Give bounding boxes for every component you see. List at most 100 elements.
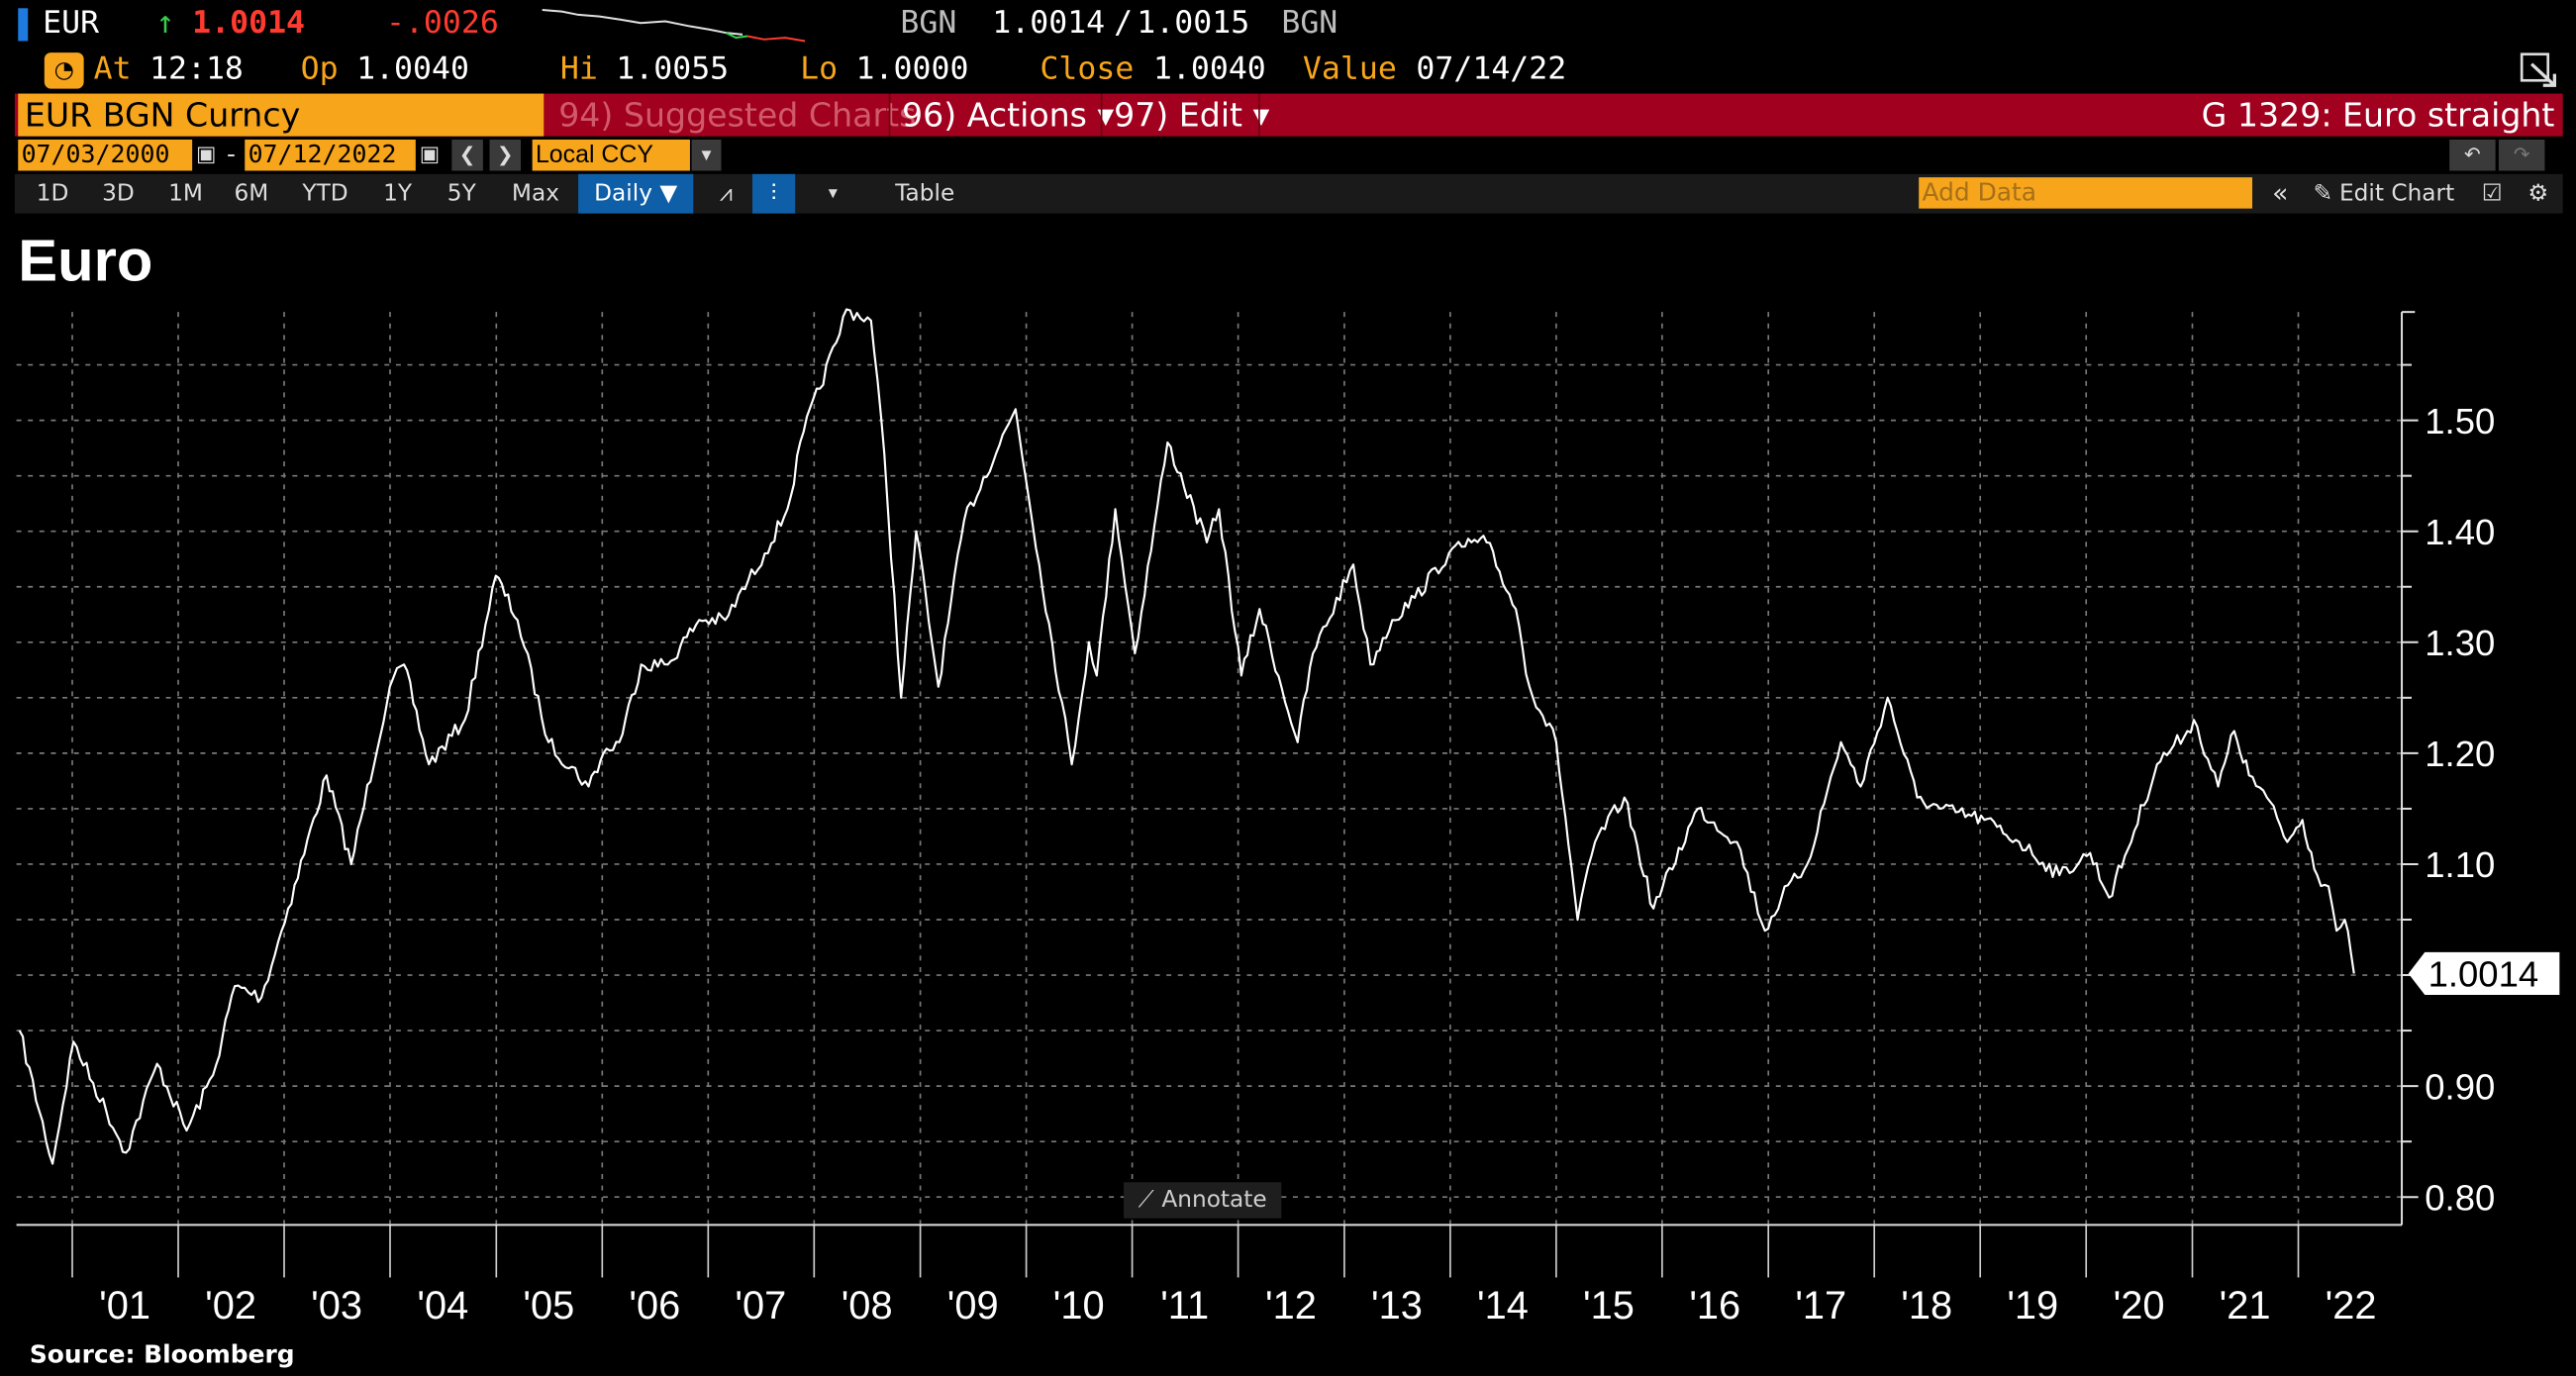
period-max-button[interactable]: Max (511, 180, 559, 207)
start-date-field[interactable]: 07/03/2000 (18, 139, 193, 171)
y-tick-label: 1.10 (2425, 844, 2495, 885)
period-1d-button[interactable]: 1D (36, 180, 69, 207)
x-tick-label: '06 (629, 1284, 680, 1327)
x-tick-label: '17 (1795, 1284, 1846, 1327)
x-tick-label: '11 (1160, 1284, 1209, 1327)
bid-ask-separator: / (1114, 4, 1134, 42)
ask-price: 1.0015 (1137, 4, 1250, 42)
x-tick-label: '15 (1583, 1284, 1635, 1327)
value-label: Value (1302, 50, 1397, 87)
gear-icon[interactable]: ⚙ (2527, 180, 2549, 207)
menu-divider (888, 93, 891, 137)
bid-source: BGN (900, 4, 957, 42)
up-arrow-icon: ↑ (155, 4, 175, 42)
menu-divider (1258, 93, 1260, 137)
low-label: Lo (800, 50, 839, 87)
low-value: 1.0000 (855, 50, 969, 87)
collapse-icon[interactable]: « (2272, 177, 2289, 209)
intraday-sparkline (542, 8, 806, 43)
at-label: At (93, 50, 132, 87)
calendar-icon[interactable]: ▣ (196, 143, 217, 168)
edit-menu[interactable]: 97) Edit ▾ (1114, 95, 1270, 136)
calendar-icon[interactable]: ▣ (419, 143, 441, 168)
undo-icon[interactable]: ↶ (2449, 139, 2496, 171)
y-tick-label: 0.80 (2425, 1177, 2495, 1218)
x-tick-label: '10 (1053, 1284, 1105, 1327)
annotate-label: Annotate (1161, 1187, 1267, 1214)
period-5y-button[interactable]: 5Y (446, 180, 476, 207)
open-label: Op (300, 50, 339, 87)
open-value: 1.0040 (356, 50, 469, 87)
pencil-icon[interactable]: ✎ (2313, 180, 2333, 207)
close-value: 1.0040 (1152, 50, 1266, 87)
y-tick-label: 0.90 (2425, 1066, 2495, 1107)
period-1m-button[interactable]: 1M (168, 180, 203, 207)
chevron-left-icon[interactable]: ❮ (451, 139, 483, 171)
x-tick-label: '09 (947, 1284, 999, 1327)
value-date: 07/14/22 (1416, 50, 1567, 87)
pop-out-icon[interactable] (2517, 49, 2559, 89)
speedometer-icon[interactable]: ◔ (44, 52, 84, 89)
last-price: 1.0014 (192, 4, 306, 42)
add-data-input[interactable]: Add Data (1919, 177, 2253, 209)
line-chart-icon[interactable]: ⩘ (719, 180, 734, 207)
end-date-field[interactable]: 07/12/2022 (245, 139, 416, 171)
x-tick-label: '05 (523, 1284, 574, 1327)
x-tick-label: '02 (205, 1284, 256, 1327)
y-tick-label: 1.20 (2425, 734, 2495, 774)
ticker[interactable]: EUR (43, 4, 100, 42)
annotate-button[interactable]: ⟋ Annotate (1124, 1182, 1282, 1219)
period-1y-button[interactable]: 1Y (383, 180, 413, 207)
edit-chart-button[interactable]: Edit Chart (2338, 180, 2455, 207)
security-field[interactable]: EUR BGN Curncy (18, 93, 545, 137)
x-tick-label: '07 (735, 1284, 786, 1327)
security-color-marker (18, 8, 29, 42)
redo-icon[interactable]: ↷ (2498, 139, 2545, 171)
y-tick-label: 1.30 (2425, 623, 2495, 663)
x-tick-label: '14 (1477, 1284, 1529, 1327)
net-change: -.0026 (385, 4, 499, 42)
at-value: 12:18 (149, 50, 244, 87)
period-3d-button[interactable]: 3D (102, 180, 135, 207)
x-tick-label: '01 (99, 1284, 150, 1327)
x-tick-label: '03 (311, 1284, 362, 1327)
annotate-icon: ⟋ (1138, 1187, 1162, 1214)
date-dash: - (226, 139, 236, 169)
table-button[interactable]: Table (895, 180, 955, 207)
bid-price: 1.0014 (992, 4, 1106, 42)
close-label: Close (1040, 50, 1135, 87)
suggested-charts-menu[interactable]: 94) Suggested Charts (558, 95, 917, 136)
x-tick-label: '20 (2114, 1284, 2165, 1327)
y-tick-label: 1.40 (2425, 512, 2495, 552)
menu-divider (1100, 93, 1103, 137)
edit-note-icon[interactable]: ☑ (2481, 180, 2503, 207)
x-tick-label: '12 (1265, 1284, 1317, 1327)
y-tick-label: 1.50 (2425, 401, 2495, 442)
high-label: Hi (559, 50, 598, 87)
period-6m-button[interactable]: 6M (234, 180, 269, 207)
x-tick-label: '22 (2326, 1284, 2377, 1327)
x-tick-label: '13 (1371, 1284, 1423, 1327)
x-tick-label: '04 (417, 1284, 468, 1327)
x-tick-label: '16 (1689, 1284, 1740, 1327)
source-note: Source: Bloomberg (29, 1339, 295, 1370)
page-title: G 1329: Euro straight (2201, 95, 2555, 136)
high-value: 1.0055 (616, 50, 730, 87)
frequency-dropdown[interactable]: Daily ▼ (578, 173, 694, 214)
last-value-tag (2408, 951, 2560, 996)
ask-source: BGN (1281, 4, 1338, 42)
period-ytd-button[interactable]: YTD (302, 180, 348, 207)
last-value-label: 1.0014 (2428, 954, 2539, 995)
series-line-euro (18, 308, 2355, 1165)
x-tick-label: '18 (1901, 1284, 1952, 1327)
x-tick-label: '08 (842, 1284, 893, 1327)
actions-menu[interactable]: 96) Actions ▾ (902, 95, 1115, 136)
currency-select[interactable]: Local CCY (532, 139, 690, 171)
bar-chart-icon[interactable]: ⫶ (752, 173, 796, 214)
chart-title: Euro (18, 226, 153, 294)
chart-type-chevron-down-icon[interactable]: ▾ (828, 182, 838, 204)
chevron-down-icon[interactable]: ▾ (691, 139, 722, 171)
chevron-right-icon[interactable]: ❯ (489, 139, 522, 171)
